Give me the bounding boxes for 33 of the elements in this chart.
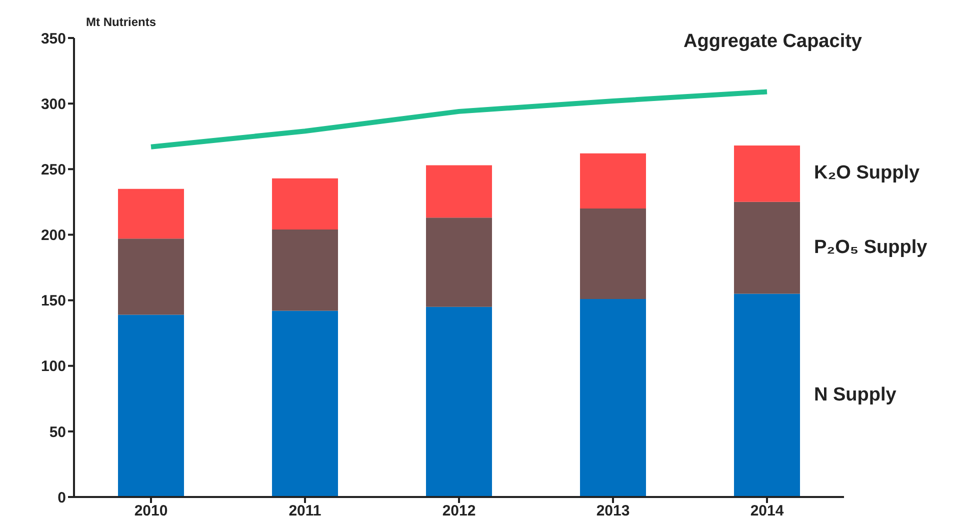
- bar: [580, 298, 646, 497]
- bar: [580, 153, 646, 208]
- bar: [426, 306, 492, 497]
- bar: [118, 188, 184, 239]
- x-tick-label: 2010: [134, 502, 168, 520]
- y-tick-label: 0: [58, 489, 66, 506]
- y-tick-label: 200: [40, 227, 66, 244]
- bar: [272, 310, 338, 497]
- bar: [426, 218, 492, 307]
- x-tick-label: 2014: [750, 502, 784, 520]
- bar: [272, 229, 338, 311]
- bar: [426, 165, 492, 218]
- series-label: K₂O Supply: [814, 162, 920, 184]
- y-tick-label: 350: [40, 30, 66, 48]
- series-label: N Supply: [814, 384, 897, 406]
- bar: [118, 238, 184, 315]
- x-tick-label: 2013: [596, 502, 630, 520]
- y-tick-label: 50: [49, 424, 66, 441]
- bar: [734, 146, 800, 202]
- series-label: P₂O₅ Supply: [814, 236, 928, 258]
- y-tick-label: 100: [40, 358, 66, 376]
- y-tick-label: 250: [40, 161, 66, 178]
- bar: [580, 208, 646, 299]
- bar: [734, 202, 800, 294]
- text: Aggregate Capacity: [684, 30, 862, 52]
- x-tick-label: 2012: [442, 502, 476, 520]
- y-axis-title: Mt Nutrients: [86, 15, 156, 29]
- x-tick-label: 2011: [288, 502, 322, 520]
- bar: [118, 314, 184, 497]
- y-tick-label: 150: [40, 292, 66, 310]
- y-tick-label: 300: [40, 96, 66, 113]
- bar: [734, 294, 800, 497]
- bar: [272, 178, 338, 230]
